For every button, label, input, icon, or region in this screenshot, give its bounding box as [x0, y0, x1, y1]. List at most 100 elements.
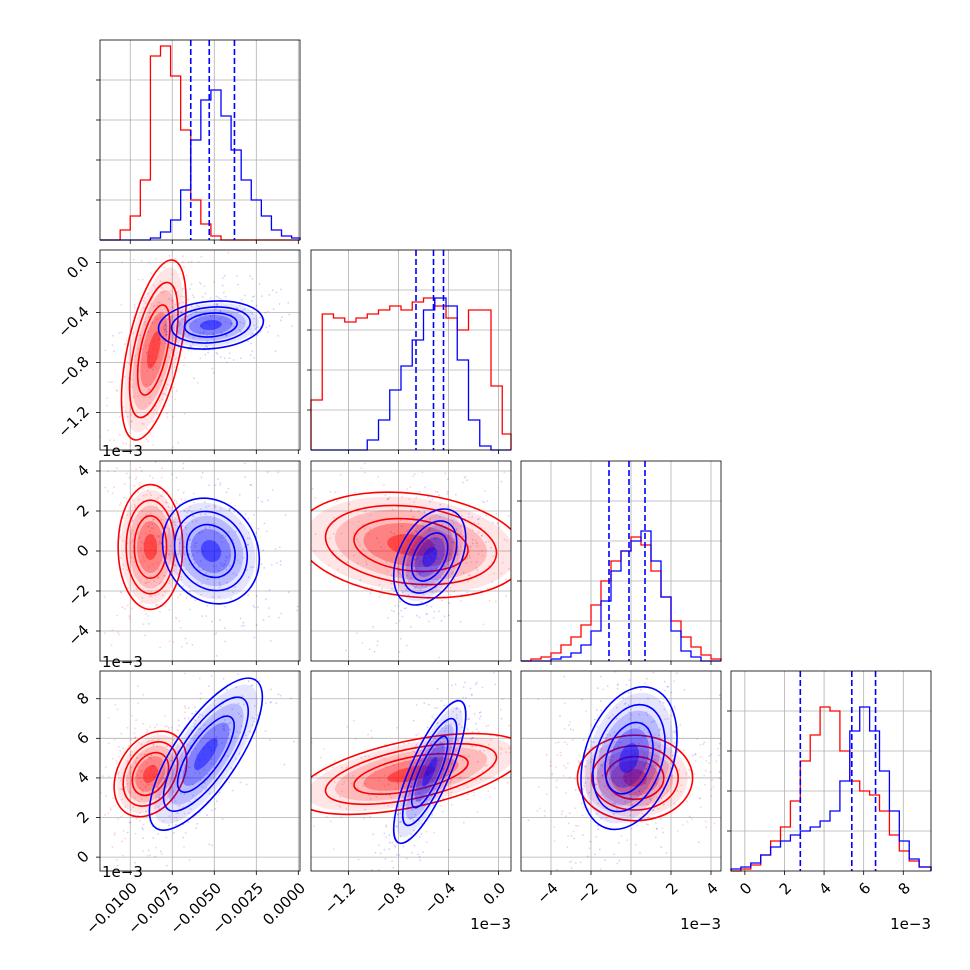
- blue-sample-point: [228, 509, 231, 512]
- red-sample-point: [111, 846, 114, 848]
- red-sample-point: [136, 774, 139, 777]
- blue-sample-point: [170, 299, 173, 302]
- blue-sample-point: [181, 287, 184, 290]
- y-tick-label: 2: [73, 808, 92, 827]
- red-sample-point: [111, 886, 113, 888]
- red-sample-point: [132, 550, 135, 553]
- red-sample-point: [115, 858, 118, 861]
- blue-sample-point: [188, 539, 191, 542]
- blue-sample-point: [224, 605, 227, 608]
- blue-sample-point: [605, 736, 607, 739]
- red-sample-point: [155, 318, 158, 321]
- red-sample-point: [352, 532, 355, 535]
- red-sample-point: [449, 770, 451, 773]
- red-sample-point: [495, 600, 497, 603]
- red-sample-point: [279, 837, 281, 839]
- red-sample-point: [449, 548, 452, 551]
- red-contour: [324, 504, 498, 586]
- blue-sample-point: [275, 291, 278, 294]
- blue-sample-point: [158, 582, 161, 585]
- blue-sample-point: [215, 655, 218, 657]
- blue-sample-point: [141, 827, 144, 829]
- red-sample-point: [253, 801, 255, 803]
- blue-sample-point: [623, 749, 626, 751]
- panel-content: [100, 608, 306, 888]
- blue-sample-point: [158, 540, 161, 543]
- blue-sample-point: [630, 827, 633, 830]
- blue-sample-point: [402, 556, 405, 559]
- blue-sample-point: [251, 717, 254, 719]
- blue-sample-point: [437, 558, 440, 560]
- red-sample-point: [352, 719, 355, 722]
- red-sample-point: [145, 457, 147, 459]
- blue-sample-point: [269, 701, 272, 704]
- red-sample-point: [132, 396, 135, 399]
- red-sample-point: [157, 769, 159, 772]
- histogram-panel-3: [730, 670, 932, 872]
- blue-sample-point: [399, 812, 402, 815]
- blue-sample-point: [441, 746, 444, 748]
- red-sample-point: [424, 788, 427, 790]
- red-sample-point: [164, 324, 167, 327]
- red-sample-point: [563, 764, 565, 767]
- red-sample-point: [631, 749, 633, 752]
- red-sample-point: [572, 729, 575, 732]
- blue-sample-point: [627, 692, 630, 694]
- blue-sample-point: [429, 500, 431, 503]
- red-sample-point: [154, 785, 157, 787]
- red-sample-point: [177, 441, 180, 444]
- blue-sample-point: [270, 665, 272, 667]
- blue-sample-point: [232, 651, 234, 653]
- red-sample-point: [134, 478, 137, 481]
- red-sample-point: [139, 466, 141, 469]
- red-sample-point: [542, 788, 544, 790]
- y-tick-label: 4: [73, 461, 92, 480]
- blue-sample-point: [175, 314, 178, 316]
- red-sample-point: [558, 576, 560, 578]
- blue-sample-point: [304, 608, 306, 610]
- red-sample-point: [548, 546, 550, 548]
- blue-sample-point: [591, 746, 594, 749]
- red-sample-point: [501, 561, 504, 564]
- blue-sample-point: [284, 633, 286, 635]
- blue-sample-point: [419, 572, 422, 575]
- blue-sample-point: [420, 554, 423, 557]
- blue-sample-point: [289, 697, 292, 700]
- panel-frame: [99, 460, 301, 662]
- red-sample-point: [111, 492, 114, 495]
- blue-sample-point: [120, 331, 123, 334]
- red-sample-point: [300, 521, 302, 523]
- blue-sample-point: [277, 334, 280, 337]
- red-sample-point: [186, 776, 189, 778]
- blue-sample-point: [492, 672, 495, 674]
- red-sample-point: [119, 536, 121, 539]
- blue-sample-point: [242, 557, 245, 559]
- blue-sample-point: [212, 371, 215, 374]
- x-tick-label: 4: [702, 879, 721, 898]
- blue-sample-point: [145, 578, 148, 580]
- blue-sample-point: [621, 761, 623, 764]
- red-sample-point: [583, 794, 586, 797]
- red-sample-point: [166, 412, 169, 415]
- blue-sample-point: [206, 773, 209, 776]
- blue-sample-point: [410, 747, 413, 749]
- blue-sample-point: [190, 511, 193, 513]
- red-sample-point: [378, 583, 381, 586]
- blue-sample-point: [599, 700, 602, 703]
- blue-sample-point: [596, 725, 599, 728]
- blue-sample-point: [450, 791, 452, 794]
- blue-sample-point: [211, 844, 213, 847]
- red-sample-point: [384, 494, 387, 496]
- blue-sample-point: [446, 774, 448, 777]
- blue-sample-point: [638, 713, 641, 716]
- red-sample-point: [571, 739, 574, 741]
- blue-sample-point: [466, 591, 469, 594]
- blue-sample-point: [670, 691, 673, 694]
- blue-sample-point: [411, 665, 413, 667]
- blue-sample-point: [195, 520, 198, 522]
- blue-sample-point: [474, 683, 477, 686]
- red-sample-point: [150, 591, 152, 593]
- blue-sample-point: [121, 840, 123, 843]
- red-sample-point: [313, 825, 316, 828]
- blue-sample-point: [634, 762, 637, 765]
